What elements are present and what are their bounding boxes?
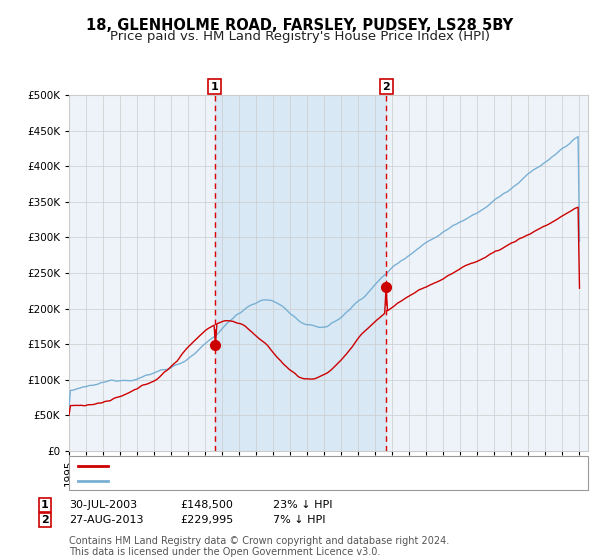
Bar [215,95,386,451]
Text: HPI: Average price, detached house, Leeds: HPI: Average price, detached house, Leed… [114,475,353,486]
Text: 18, GLENHOLME ROAD, FARSLEY, PUDSEY, LS28 5BY: 18, GLENHOLME ROAD, FARSLEY, PUDSEY, LS2… [86,18,514,33]
Text: 18, GLENHOLME ROAD, FARSLEY, PUDSEY, LS28 5BY (detached house): 18, GLENHOLME ROAD, FARSLEY, PUDSEY, LS2… [114,461,508,471]
Text: 27-AUG-2013: 27-AUG-2013 [69,515,143,525]
Text: 1: 1 [41,500,49,510]
Text: 2: 2 [41,515,49,525]
Text: 30-JUL-2003: 30-JUL-2003 [69,500,137,510]
Text: 23% ↓ HPI: 23% ↓ HPI [273,500,332,510]
Text: 1: 1 [211,82,219,92]
Text: £229,995: £229,995 [180,515,233,525]
Text: Price paid vs. HM Land Registry's House Price Index (HPI): Price paid vs. HM Land Registry's House … [110,30,490,43]
Text: 7% ↓ HPI: 7% ↓ HPI [273,515,325,525]
Text: Contains HM Land Registry data © Crown copyright and database right 2024.
This d: Contains HM Land Registry data © Crown c… [69,535,449,557]
Text: £148,500: £148,500 [180,500,233,510]
Text: 2: 2 [382,82,390,92]
